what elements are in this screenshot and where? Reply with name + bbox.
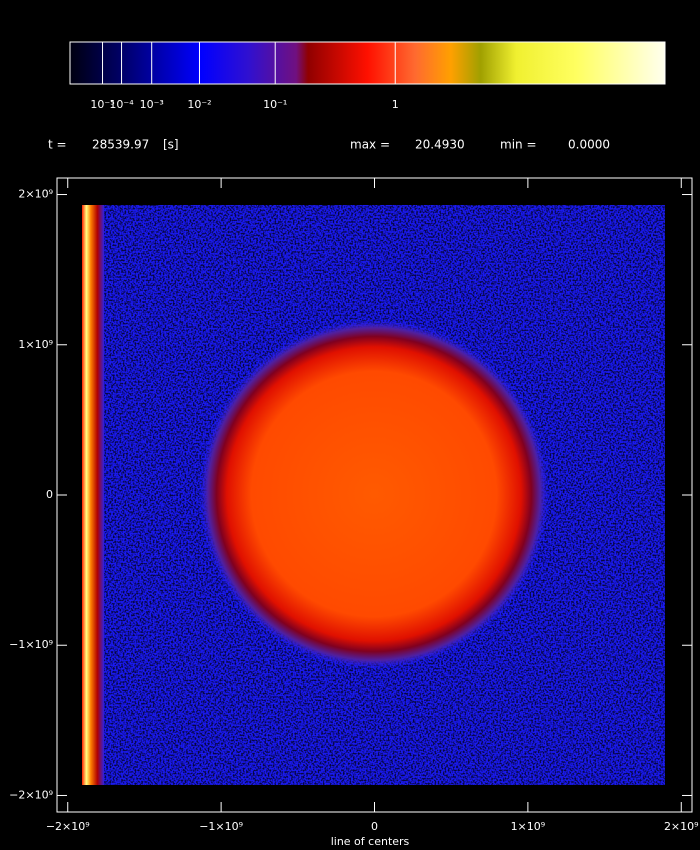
min-label: min =: [500, 138, 537, 152]
x-tick-label: 2×10⁹: [664, 820, 699, 833]
time-value: 28539.97: [92, 138, 149, 152]
colorbar-tick-label: 10⁻¹: [263, 98, 287, 111]
x-axis-label: line of centers: [331, 835, 410, 848]
colorbar-tick-label: 10⁻²: [187, 98, 211, 111]
y-tick-label: 1×10⁹: [18, 338, 53, 351]
y-tick-label: −2×10⁹: [9, 788, 53, 801]
x-tick-label: 1×10⁹: [511, 820, 546, 833]
time-unit: [s]: [163, 138, 179, 152]
y-tick-label: 2×10⁹: [18, 188, 53, 201]
y-tick-label: −1×10⁹: [9, 638, 53, 651]
y-tick-label: 0: [46, 488, 53, 501]
x-tick-label: −2×10⁹: [46, 820, 90, 833]
colorbar: [69, 41, 666, 85]
x-tick-label: 0: [371, 820, 378, 833]
max-label: max =: [350, 138, 390, 152]
max-value: 20.4930: [415, 138, 465, 152]
x-tick-label: −1×10⁹: [199, 820, 243, 833]
colorbar-tick-label: 10⁻⁴: [109, 98, 134, 111]
min-value: 0.0000: [568, 138, 610, 152]
colorbar-tick-label: 10⁻³: [140, 98, 164, 111]
image: [82, 205, 665, 785]
colorbar-tick-label: 10⁻⁵: [90, 98, 114, 111]
time-label: t =: [48, 138, 67, 152]
colorbar-tick-label: 1: [392, 98, 399, 111]
